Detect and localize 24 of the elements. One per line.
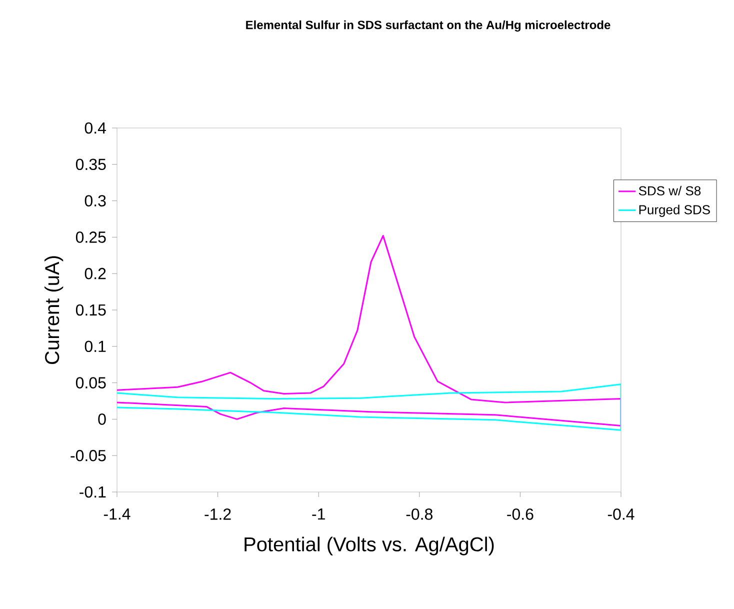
- y-tick-label: 0.15: [76, 304, 106, 316]
- y-tick-label: 0.25: [76, 232, 106, 243]
- y-tick-label: -0.05: [70, 450, 106, 462]
- x-tick-label: -1: [312, 508, 325, 520]
- y-tick-label: -0.1: [80, 486, 106, 498]
- chart-title: Elemental Sulfur in SDS surfactant on the Au/Hg microelectrode: [246, 20, 610, 32]
- line-series: [117, 383, 621, 431]
- y-tick-label: 0: [98, 414, 106, 425]
- y-axis-title: Current (uA): [44, 256, 64, 364]
- y-tick-label: 0.3: [84, 195, 106, 206]
- y-tick-label: 0.35: [76, 158, 106, 170]
- line-series: [117, 234, 621, 426]
- y-tick-label: 0.1: [84, 340, 106, 352]
- y-tick-label: 0.2: [84, 268, 106, 280]
- legend-label: SDS w/ S8: [638, 186, 701, 196]
- legend-label: Purged SDS: [639, 204, 710, 217]
- x-tick-label: -0.6: [507, 508, 534, 520]
- x-tick-label: -0.8: [406, 508, 432, 520]
- x-tick-label: -0.4: [608, 508, 634, 520]
- x-tick-label: -1.4: [104, 508, 130, 520]
- y-tick-label: 0.4: [84, 122, 106, 134]
- x-tick-label: -1.2: [204, 508, 231, 520]
- y-tick-label: 0.05: [76, 377, 106, 388]
- x-axis-title: Potential (Volts vs. Ag/AgCl): [244, 536, 494, 556]
